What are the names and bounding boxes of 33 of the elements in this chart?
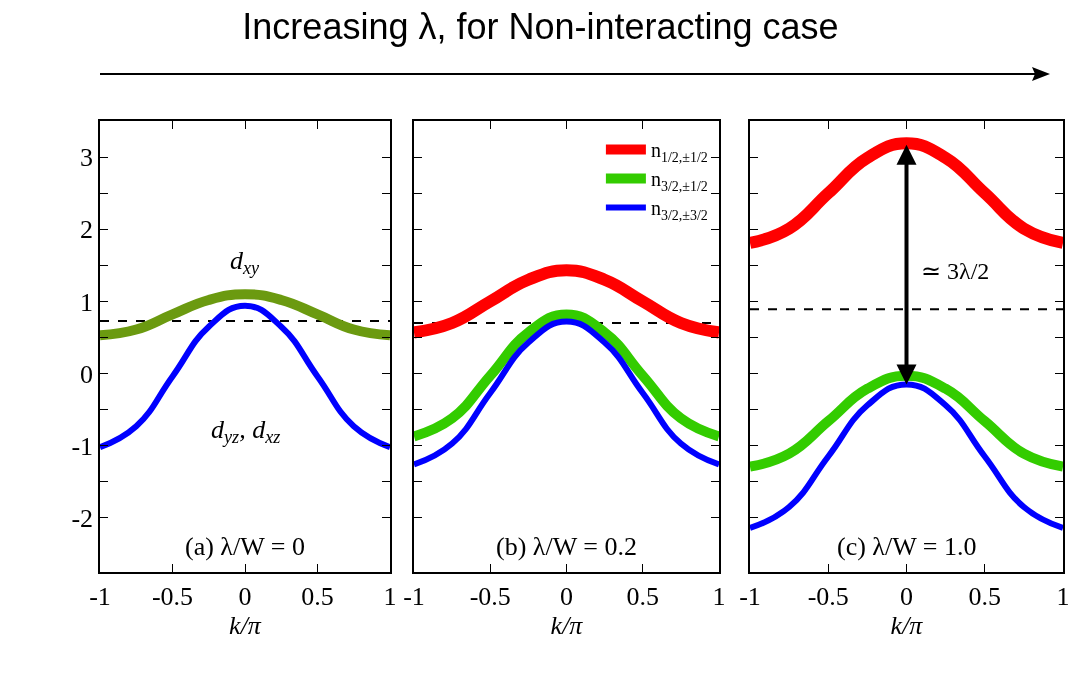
text: d$_{yz}$, d$_{xz}$	[211, 415, 281, 448]
x-tick-label: 0.5	[626, 581, 659, 611]
x-tick-label: 0	[238, 581, 252, 611]
legend-label: n$_{3/2,±3/2}$	[650, 197, 708, 223]
text: Increasing λ, for Non-interacting case	[241, 6, 840, 48]
y-tick-label: 0	[80, 359, 94, 389]
x-tick-label: 1	[1056, 581, 1070, 611]
annotation: ≃ 3λ/2	[921, 258, 990, 284]
x-axis-title: k/π	[550, 610, 584, 640]
x-tick-label: -0.5	[807, 581, 849, 611]
x-tick-label: 0.5	[968, 581, 1001, 611]
legend-label: n$_{3/2,±1/2}$	[650, 168, 708, 194]
x-axis-title: k/π	[890, 610, 924, 640]
series-label: d$_{xy}$	[230, 246, 261, 279]
y-tick-label: -1	[71, 431, 94, 461]
y-tick-label: 2	[80, 215, 94, 245]
x-tick-label: -1	[403, 581, 425, 611]
annotation: (b) λ/W = 0.2	[496, 532, 637, 561]
x-tick-label: -0.5	[469, 581, 511, 611]
x-tick-label: 0	[560, 581, 573, 611]
x-tick-label: 0.5	[301, 581, 334, 611]
x-tick-label: 1	[383, 581, 397, 611]
legend-label: n$_{1/2,±1/2}$	[650, 139, 708, 165]
x-tick-label: -1	[739, 581, 761, 611]
y-tick-label: -2	[71, 503, 94, 533]
y-tick-label: 3	[80, 143, 94, 173]
x-tick-label: 1	[712, 581, 726, 611]
x-axis-title: k/π	[229, 610, 262, 640]
y-tick-label: 1	[80, 287, 94, 317]
annotation: (a) λ/W = 0	[185, 532, 305, 561]
x-tick-label: -0.5	[151, 581, 194, 611]
annotation: (c) λ/W = 1.0	[837, 532, 977, 561]
x-tick-label: 0	[900, 581, 913, 611]
